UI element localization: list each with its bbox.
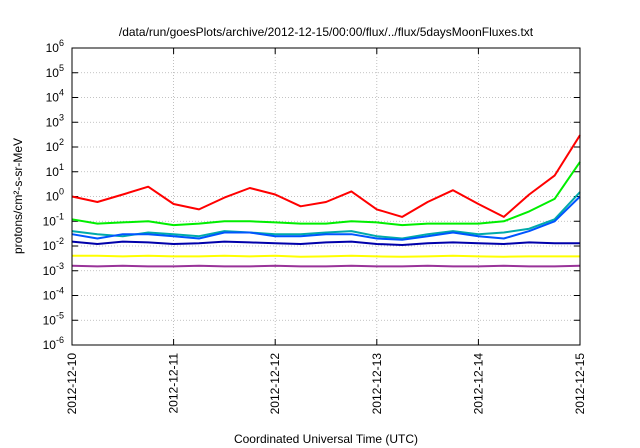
series-line-7: [71, 264, 581, 268]
x-tick-label: 2012-12-14: [471, 353, 485, 415]
series-line-6: [72, 254, 580, 258]
chart-title: /data/run/goesPlots/archive/2012-12-15/0…: [119, 25, 534, 39]
y-tick-label: 10-5: [43, 310, 64, 327]
y-tick-exp: 2: [59, 137, 64, 147]
y-tick-label: 10-4: [43, 286, 64, 303]
y-tick-label: 105: [46, 63, 64, 80]
y-tick-base: 10: [43, 313, 57, 327]
y-tick-exp: -4: [56, 286, 64, 296]
y-tick-base: 10: [46, 190, 60, 204]
y-tick-exp: 6: [59, 38, 64, 48]
y-tick-exp: -1: [56, 211, 64, 221]
x-tick-label: 2012-12-11: [167, 353, 181, 414]
y-tick-base: 10: [43, 214, 57, 228]
y-tick-label: 10-1: [43, 211, 64, 228]
y-tick-exp: -3: [56, 261, 64, 271]
series-line-2: [71, 161, 581, 227]
y-tick-label: 10-6: [43, 335, 64, 352]
y-tick-base: 10: [43, 239, 57, 253]
x-tick-labels: 2012-12-10 2012-12-11 2012-12-12 2012-12-13…: [65, 353, 587, 415]
y-tick-base: 10: [43, 264, 57, 278]
series-line-1: [71, 134, 581, 218]
y-tick-exp: 4: [59, 88, 64, 98]
y-tick-exp: 1: [59, 162, 64, 172]
x-tick-label: 2012-12-13: [370, 353, 384, 415]
x-axis-label: Coordinated Universal Time (UTC): [234, 432, 418, 446]
y-tick-base: 10: [43, 338, 57, 352]
y-tick-label: 101: [46, 162, 64, 179]
y-tick-exp: 0: [59, 187, 64, 197]
x-tick-label: 2012-12-12: [268, 353, 282, 415]
y-axis-label: protons/cm²-s-sr-MeV: [11, 138, 25, 254]
y-tick-label: 102: [46, 137, 64, 154]
y-tick-exp: -5: [56, 310, 64, 320]
series-line-3: [71, 191, 581, 240]
y-tick-base: 10: [46, 165, 60, 179]
series-group: [71, 134, 581, 268]
y-tick-base: 10: [46, 41, 60, 55]
grid: [71, 47, 581, 346]
y-tick-base: 10: [46, 91, 60, 105]
y-tick-exp: 5: [59, 63, 64, 73]
y-tick-base: 10: [46, 115, 60, 129]
y-tick-base: 10: [43, 289, 57, 303]
x-tick-label: 2012-12-15: [573, 353, 587, 415]
y-tick-label: 10-3: [43, 261, 64, 278]
series-line-5: [71, 240, 580, 246]
y-tick-labels: 10-610-510-410-310-210-11001011021031041…: [43, 38, 64, 352]
y-tick-label: 106: [46, 38, 64, 55]
y-tick-exp: -2: [56, 236, 64, 246]
series-line-4: [71, 195, 581, 241]
y-tick-exp: 3: [59, 112, 64, 122]
y-tick-exp: -6: [56, 335, 64, 345]
plot-frame: [71, 47, 581, 346]
y-tick-label: 103: [46, 112, 64, 129]
y-tick-base: 10: [46, 140, 60, 154]
y-tick-base: 10: [46, 66, 60, 80]
y-tick-label: 10-2: [43, 236, 64, 253]
x-tick-label: 2012-12-10: [65, 353, 79, 415]
y-tick-label: 104: [46, 88, 64, 105]
y-tick-label: 100: [46, 187, 64, 204]
